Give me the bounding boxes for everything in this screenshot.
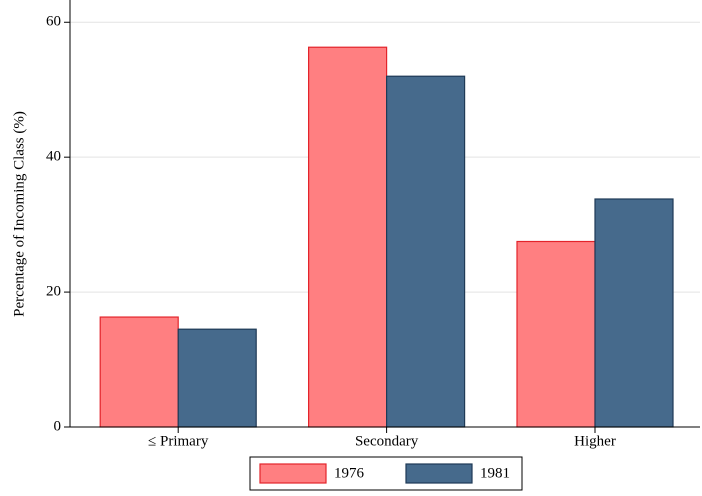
x-tick-label: Higher (574, 433, 616, 449)
y-tick-label: 0 (54, 418, 62, 434)
x-tick-label: Secondary (355, 433, 419, 449)
bar (516, 240, 596, 428)
x-tick-label: ≤ Primary (148, 433, 209, 449)
legend-swatch (405, 463, 473, 484)
y-tick-label: 20 (46, 284, 61, 300)
legend-swatch (259, 463, 327, 484)
bar (594, 198, 674, 428)
y-tick-label: 60 (46, 14, 61, 30)
y-tick-label: 40 (46, 149, 61, 165)
legend-label: 1981 (480, 465, 510, 481)
y-axis-label: Percentage of Incoming Class (%) (11, 111, 27, 317)
bar (99, 316, 179, 428)
bar (308, 46, 388, 428)
bar (386, 75, 466, 428)
legend-label: 1976 (334, 465, 365, 481)
bar (177, 328, 257, 428)
